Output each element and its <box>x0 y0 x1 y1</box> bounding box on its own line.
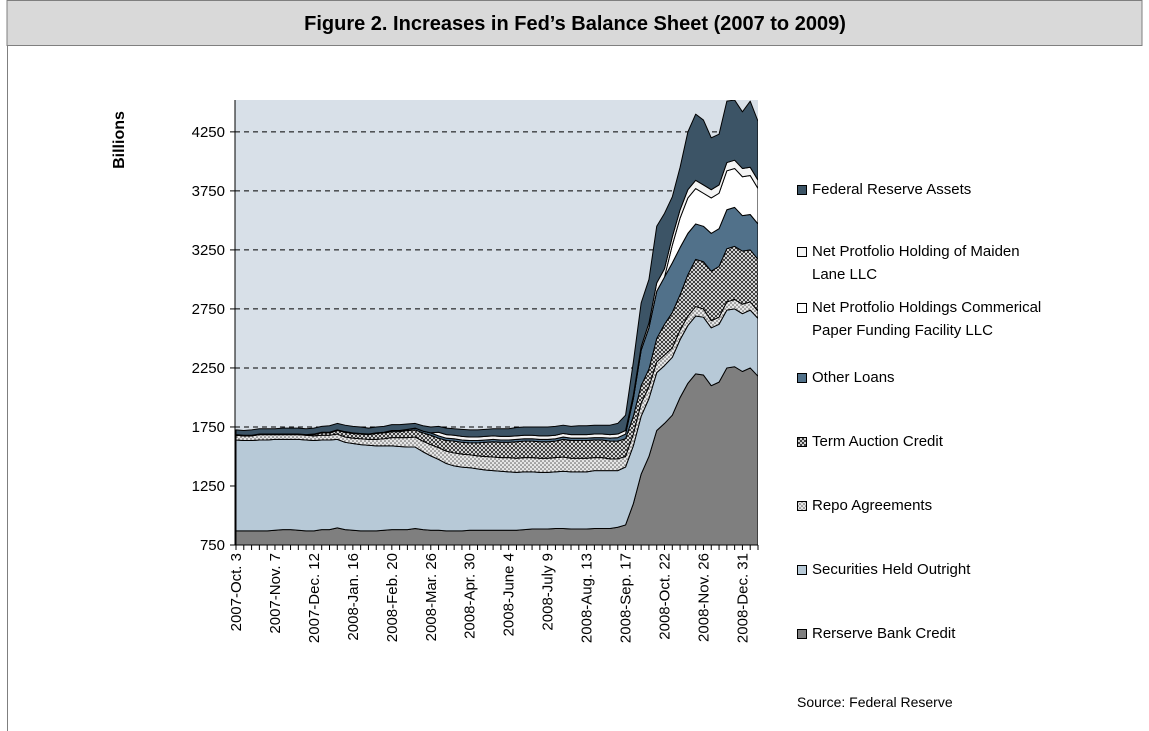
y-tick-label: 2250 <box>192 360 225 377</box>
legend-item: Net Protfolio Holdings Commerical Paper … <box>797 296 1052 342</box>
legend-swatch <box>797 303 807 313</box>
legend-swatch <box>797 629 807 639</box>
legend-marker <box>797 501 807 511</box>
legend-item: Securities Held Outright <box>797 558 1052 581</box>
title-bar <box>6 0 1143 46</box>
x-tick-label: 2008-Nov. 26 <box>695 553 712 642</box>
legend-item: Other Loans <box>797 366 1052 389</box>
x-tick-label: 2007-Nov. 7 <box>267 553 284 634</box>
legend-label: Rerserve Bank Credit <box>812 625 956 642</box>
x-tick-label: 2008-June 4 <box>501 553 518 636</box>
legend-label: Term Auction Credit <box>812 433 943 450</box>
y-tick-label: 1750 <box>192 419 225 436</box>
legend-item: Repo Agreements <box>797 494 1052 517</box>
legend-item: Net Protfolio Holding of Maiden Lane LLC <box>797 240 1052 286</box>
legend-swatch <box>797 437 807 447</box>
area <box>235 100 758 438</box>
y-tick-label: 4250 <box>192 124 225 141</box>
y-tick-label: 3250 <box>192 242 225 259</box>
chart-title: Figure 2. Increases in Fed’s Balance She… <box>304 13 846 35</box>
legend-label: Other Loans <box>812 369 895 386</box>
legend-label: Net Protfolio Holdings Commerical Paper … <box>812 299 1042 339</box>
legend-marker <box>797 565 807 575</box>
legend-swatch <box>797 247 807 257</box>
legend-swatch <box>797 373 807 383</box>
legend-marker <box>797 373 807 383</box>
x-tick-label: 2008-July 9 <box>540 553 557 631</box>
y-tick-label: 2750 <box>192 301 225 318</box>
x-tick-label: 2008-Oct. 22 <box>657 553 674 640</box>
y-tick-label: 3750 <box>192 183 225 200</box>
legend-item: Rerserve Bank Credit <box>797 622 1052 645</box>
legend-label: Securities Held Outright <box>812 561 971 578</box>
x-tick-label: 2008-Dec. 31 <box>734 553 751 643</box>
legend-marker <box>797 303 807 313</box>
x-tick-label: 2008-Feb. 20 <box>384 553 401 642</box>
legend-swatch <box>797 565 807 575</box>
x-tick-label: 2008-Apr. 30 <box>462 553 479 639</box>
legend-label: Repo Agreements <box>812 497 933 514</box>
legend-label: Federal Reserve Assets <box>812 181 972 198</box>
legend-item: Federal Reserve Assets <box>797 178 1052 201</box>
legend-label: Net Protfolio Holding of Maiden Lane LLC <box>812 243 1020 283</box>
x-tick-label: 2008-Aug. 13 <box>579 553 596 643</box>
source-note: Source: Federal Reserve <box>797 694 953 710</box>
x-tick-label: 2008-Jan. 16 <box>345 553 362 641</box>
x-tick-label: 2007-Dec. 12 <box>306 553 323 643</box>
y-tick-label: 750 <box>200 537 225 554</box>
x-tick-label: 2008-Sep. 17 <box>618 553 635 643</box>
x-tick-label: 2007-Oct. 3 <box>228 553 245 631</box>
legend-swatch <box>797 185 807 195</box>
legend-item: Term Auction Credit <box>797 430 1052 453</box>
legend-marker <box>797 629 807 639</box>
y-axis-label: Billions <box>111 111 128 169</box>
legend-marker <box>797 247 807 257</box>
legend-marker <box>797 185 807 195</box>
legend-swatch <box>797 501 807 511</box>
x-tick-label: 2008-Mar. 26 <box>423 553 440 641</box>
legend-marker <box>797 437 807 447</box>
y-tick-label: 1250 <box>192 478 225 495</box>
